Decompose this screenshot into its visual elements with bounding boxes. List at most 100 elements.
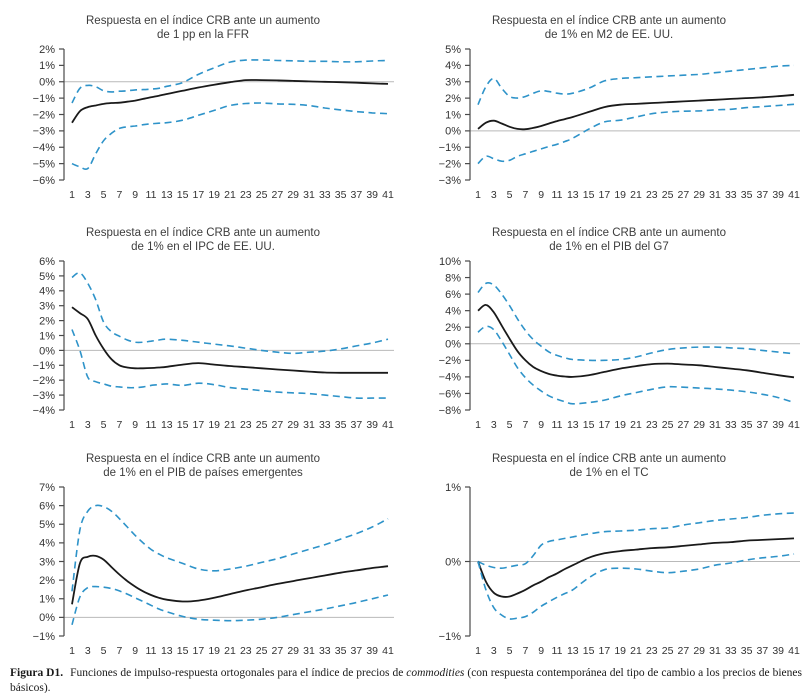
svg-text:35: 35 <box>741 419 753 431</box>
svg-text:39: 39 <box>772 645 784 657</box>
caption-label: Figura D1. <box>10 667 64 679</box>
svg-text:41: 41 <box>788 419 800 431</box>
svg-text:9: 9 <box>538 645 544 657</box>
svg-text:19: 19 <box>208 189 220 201</box>
svg-text:29: 29 <box>693 189 705 201</box>
svg-text:15: 15 <box>583 189 595 201</box>
svg-text:9: 9 <box>132 645 138 657</box>
svg-text:39: 39 <box>772 189 784 201</box>
chart-title-line1: Respuesta en el índice CRB ante un aumen… <box>86 453 320 465</box>
svg-text:39: 39 <box>772 419 784 431</box>
svg-text:21: 21 <box>630 645 642 657</box>
svg-text:5%: 5% <box>39 271 55 283</box>
svg-text:−1%: −1% <box>33 631 56 643</box>
svg-text:2%: 2% <box>39 44 55 56</box>
svg-text:−2%: −2% <box>439 158 462 170</box>
svg-text:33: 33 <box>319 189 331 201</box>
chart-title-line2: de 1 pp en la FFR <box>156 29 250 41</box>
svg-text:4%: 4% <box>445 306 461 318</box>
svg-text:23: 23 <box>240 419 252 431</box>
svg-text:25: 25 <box>256 189 268 201</box>
svg-text:11: 11 <box>552 645 563 657</box>
svg-text:29: 29 <box>287 419 299 431</box>
svg-text:27: 27 <box>678 419 690 431</box>
svg-text:27: 27 <box>272 419 284 431</box>
svg-text:−3%: −3% <box>33 126 56 138</box>
svg-text:1%: 1% <box>445 482 461 494</box>
svg-text:5: 5 <box>101 645 107 657</box>
svg-text:0%: 0% <box>445 126 461 138</box>
svg-text:23: 23 <box>646 419 658 431</box>
svg-text:6%: 6% <box>445 289 461 301</box>
svg-text:−1%: −1% <box>33 93 56 105</box>
svg-text:15: 15 <box>177 645 189 657</box>
chart-title-line2: de 1% en el IPC de EE. UU. <box>131 241 275 253</box>
svg-text:−4%: −4% <box>33 142 56 154</box>
svg-text:11: 11 <box>146 419 157 431</box>
svg-text:37: 37 <box>757 189 769 201</box>
svg-text:21: 21 <box>630 189 642 201</box>
svg-text:33: 33 <box>319 419 331 431</box>
svg-text:31: 31 <box>303 419 315 431</box>
svg-text:5: 5 <box>507 419 513 431</box>
svg-text:11: 11 <box>146 645 157 657</box>
svg-text:1: 1 <box>475 645 481 657</box>
svg-text:−5%: −5% <box>33 158 56 170</box>
chart-title-pib-emergentes: Respuesta en el índice CRB ante un aumen… <box>0 452 406 480</box>
svg-text:−8%: −8% <box>439 405 462 417</box>
svg-text:25: 25 <box>662 645 674 657</box>
svg-text:1%: 1% <box>445 109 461 121</box>
svg-text:3: 3 <box>85 419 91 431</box>
svg-text:23: 23 <box>646 189 658 201</box>
svg-text:13: 13 <box>161 419 173 431</box>
svg-text:−4%: −4% <box>439 372 462 384</box>
svg-text:−1%: −1% <box>439 631 462 643</box>
chart-title-line2: de 1% en el TC <box>569 467 649 479</box>
svg-text:1: 1 <box>475 189 481 201</box>
svg-text:11: 11 <box>146 189 157 201</box>
chart-ipc: Respuesta en el índice CRB ante un aumen… <box>0 210 406 436</box>
svg-text:4%: 4% <box>39 286 55 298</box>
chart-title-tc: Respuesta en el índice CRB ante un aumen… <box>406 452 812 480</box>
chart-pib-emergentes: Respuesta en el índice CRB ante un aumen… <box>0 436 406 662</box>
svg-text:15: 15 <box>177 189 189 201</box>
svg-text:41: 41 <box>382 645 394 657</box>
svg-text:19: 19 <box>614 189 626 201</box>
svg-text:13: 13 <box>161 189 173 201</box>
svg-text:3: 3 <box>85 645 91 657</box>
svg-text:35: 35 <box>741 645 753 657</box>
svg-text:4%: 4% <box>39 538 55 550</box>
svg-text:0%: 0% <box>445 339 461 351</box>
svg-text:19: 19 <box>208 419 220 431</box>
svg-text:25: 25 <box>662 419 674 431</box>
chart-title-pib-g7: Respuesta en el índice CRB ante un aumen… <box>406 226 812 254</box>
svg-text:3: 3 <box>491 419 497 431</box>
svg-text:5: 5 <box>507 645 513 657</box>
svg-text:9: 9 <box>538 189 544 201</box>
svg-text:4%: 4% <box>445 60 461 72</box>
svg-text:−2%: −2% <box>33 375 56 387</box>
svg-text:7: 7 <box>116 419 122 431</box>
svg-text:7%: 7% <box>39 482 55 494</box>
svg-text:−6%: −6% <box>439 388 462 400</box>
svg-text:29: 29 <box>693 419 705 431</box>
svg-text:−4%: −4% <box>33 405 56 417</box>
svg-text:39: 39 <box>366 645 378 657</box>
svg-text:2%: 2% <box>39 575 55 587</box>
chart-canvas-ffr: 2%1%0%−1%−2%−3%−4%−5%−6%1 3 5 7 9 11 13 15 17 19 2… <box>33 44 394 201</box>
chart-title-line1: Respuesta en el índice CRB ante un aumen… <box>492 227 726 239</box>
svg-text:27: 27 <box>678 645 690 657</box>
svg-text:−2%: −2% <box>33 109 56 121</box>
svg-text:2%: 2% <box>445 93 461 105</box>
svg-text:0%: 0% <box>445 556 461 568</box>
svg-text:23: 23 <box>646 645 658 657</box>
svg-text:31: 31 <box>709 645 721 657</box>
svg-text:−1%: −1% <box>33 360 56 372</box>
svg-text:33: 33 <box>725 645 737 657</box>
svg-text:41: 41 <box>788 189 800 201</box>
svg-text:1: 1 <box>69 645 75 657</box>
svg-text:27: 27 <box>272 189 284 201</box>
svg-text:17: 17 <box>599 419 611 431</box>
caption-italic-term: commodities <box>406 667 465 679</box>
